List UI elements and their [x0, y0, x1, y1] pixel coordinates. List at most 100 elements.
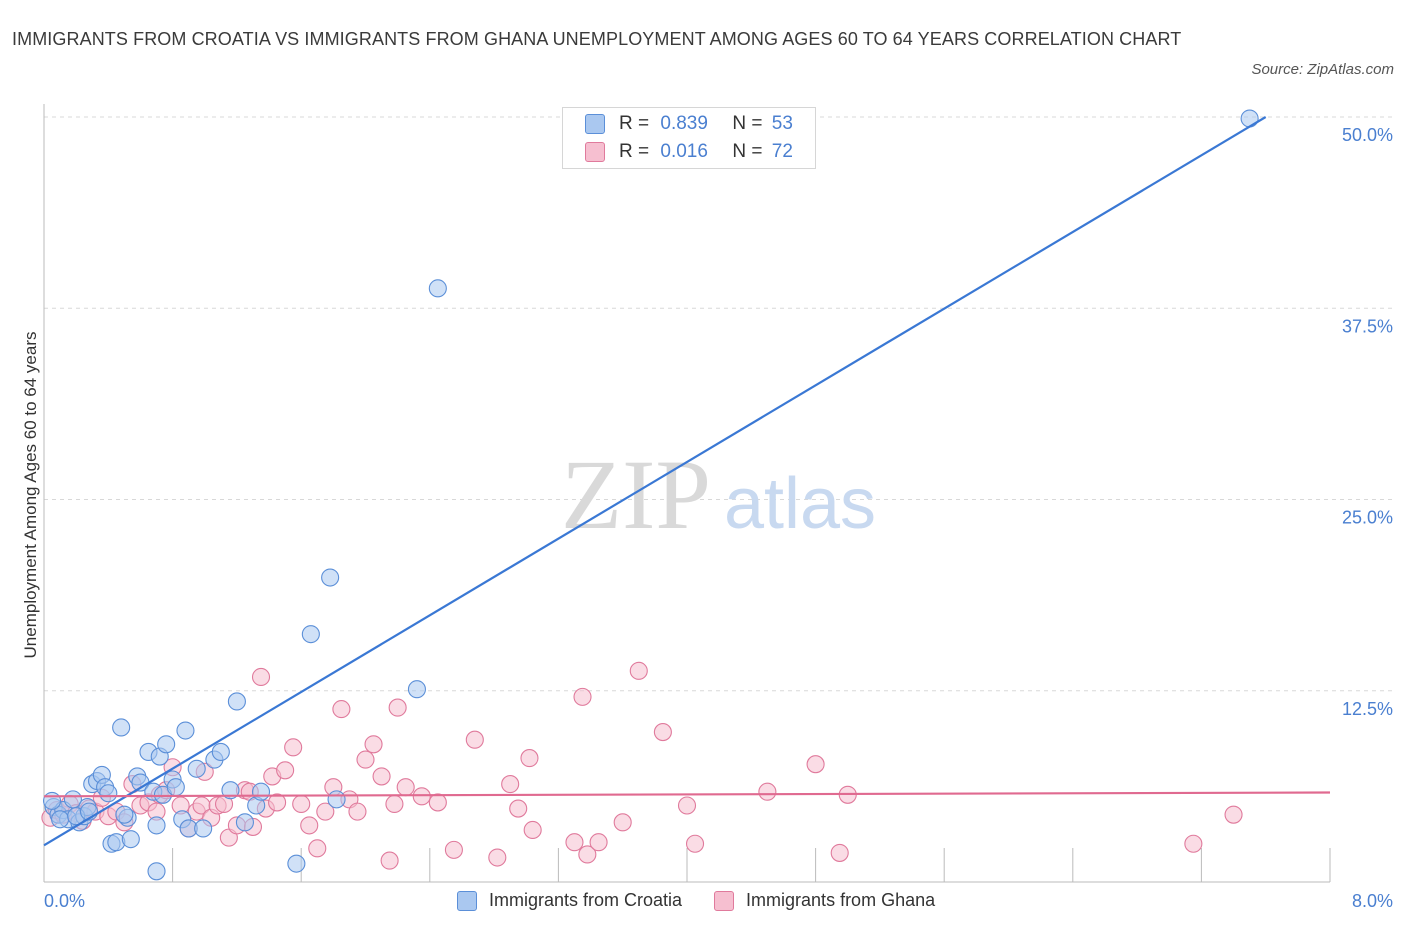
croatia-point-34: [221, 781, 240, 800]
r-label: R =: [619, 141, 650, 162]
croatia-r-value: 0.839: [660, 113, 708, 134]
x-tick-min: 0.0%: [44, 891, 86, 911]
ghana-point-55: [444, 840, 463, 859]
croatia-point-50: [99, 784, 118, 803]
croatia-point-30: [187, 759, 206, 778]
ghana-point-72: [806, 755, 825, 774]
gridlines: [44, 116, 1395, 692]
r-label: R =: [619, 113, 650, 134]
ghana-legend-label: Immigrants from Ghana: [746, 890, 936, 910]
ghana-point-73: [830, 843, 849, 862]
ghana-point-71: [758, 782, 777, 801]
ghana-point-59: [509, 799, 528, 818]
ghana-point-64: [578, 845, 597, 864]
croatia-point-40: [301, 625, 320, 644]
ghana-swatch: [585, 142, 605, 162]
croatia-legend-swatch: [457, 890, 477, 911]
ghana-point-51: [388, 698, 407, 717]
ghana-point-48: [372, 767, 391, 786]
ghana-point-62: [565, 833, 584, 852]
ghana-legend-swatch: [714, 890, 735, 911]
legend-item-croatia: Immigrants from Croatia: [457, 890, 682, 911]
croatia-point-21: [147, 862, 166, 881]
watermark-atlas: atlas: [724, 464, 876, 544]
x-tick-max: 8.0%: [1351, 891, 1393, 911]
axes: [43, 104, 1331, 883]
legend-item-ghana: Immigrants from Ghana: [714, 890, 935, 911]
croatia-point-35: [227, 692, 246, 711]
chart-source: Source: ZipAtlas.com: [1251, 61, 1394, 78]
ghana-point-43: [332, 700, 351, 719]
ghana-point-66: [613, 813, 632, 832]
ghana-point-60: [520, 749, 539, 768]
ghana-point-69: [677, 796, 697, 815]
y-tick-label-2: 37.5%: [1342, 316, 1393, 336]
ghana-points: [41, 661, 1243, 870]
ghana-point-38: [292, 794, 311, 814]
ghana-point-70: [685, 834, 705, 853]
croatia-point-42: [327, 790, 346, 809]
croatia-point-51: [147, 816, 166, 835]
n-label: N =: [732, 141, 763, 162]
ghana-point-58: [501, 775, 520, 794]
ghana-point-54: [428, 793, 447, 812]
croatia-point-26: [166, 778, 185, 797]
ghana-n-value: 72: [771, 141, 793, 162]
ghana-point-35: [268, 793, 287, 812]
ghana-point-39: [300, 816, 319, 835]
chart-title: IMMIGRANTS FROM CROATIA VS IMMIGRANTS FR…: [12, 29, 1182, 49]
n-label: N =: [732, 113, 763, 134]
ghana-point-41: [316, 802, 335, 821]
ghana-point-68: [653, 723, 672, 742]
ghana-point-32: [251, 667, 271, 687]
y-tick-labels: 12.5% 25.0% 37.5% 50.0%: [1342, 125, 1393, 719]
ghana-point-47: [364, 735, 383, 754]
ghana-point-45: [348, 802, 367, 821]
series-legend: Immigrants from Croatia Immigrants from …: [457, 890, 967, 911]
ghana-point-63: [573, 687, 592, 706]
trend-lines: [43, 116, 1331, 847]
ghana-point-76: [1224, 805, 1243, 824]
croatia-point-43: [407, 680, 426, 699]
ghana-point-49: [380, 851, 399, 870]
ghana-point-61: [523, 820, 542, 840]
watermark: ZIP atlas: [561, 439, 876, 550]
croatia-point-24: [157, 735, 176, 754]
croatia-points: [42, 109, 1259, 881]
ghana-point-36: [276, 761, 295, 780]
croatia-swatch: [585, 114, 605, 134]
y-tick-label-1: 25.0%: [1342, 508, 1393, 528]
croatia-point-39: [287, 854, 306, 873]
croatia-point-52: [115, 805, 134, 824]
watermark-zip: ZIP: [561, 439, 711, 550]
ghana-point-56: [465, 730, 484, 749]
ghana-point-75: [1184, 834, 1203, 853]
ghana-r-value: 0.016: [660, 141, 708, 162]
croatia-n-value: 53: [771, 113, 793, 134]
croatia-point-47: [51, 810, 70, 829]
ghana-point-50: [385, 794, 404, 814]
croatia-point-46: [42, 791, 62, 810]
y-tick-label-0: 12.5%: [1342, 699, 1393, 719]
ghana-point-37: [284, 738, 303, 757]
croatia-point-44: [428, 279, 447, 298]
ghana-point-57: [488, 848, 507, 867]
legend-row-croatia: R = 0.839 N = 53: [585, 110, 793, 138]
croatia-point-31: [194, 819, 213, 838]
croatia-point-41: [321, 568, 340, 587]
croatia-point-14: [112, 718, 131, 737]
croatia-point-16: [121, 830, 140, 849]
ghana-point-40: [308, 839, 327, 858]
croatia-point-45: [1240, 109, 1259, 128]
ghana-point-65: [589, 833, 608, 852]
legend-row-ghana: R = 0.016 N = 72: [585, 138, 793, 166]
croatia-point-33: [211, 742, 230, 762]
ghana-point-46: [356, 750, 375, 769]
ghana-point-53: [412, 787, 431, 806]
croatia-point-36: [235, 813, 254, 832]
ghana-point-52: [396, 778, 415, 797]
croatia-legend-label: Immigrants from Croatia: [489, 890, 683, 910]
croatia-point-38: [251, 782, 271, 801]
correlation-legend: R = 0.839 N = 53 R = 0.016 N = 72: [562, 107, 816, 169]
